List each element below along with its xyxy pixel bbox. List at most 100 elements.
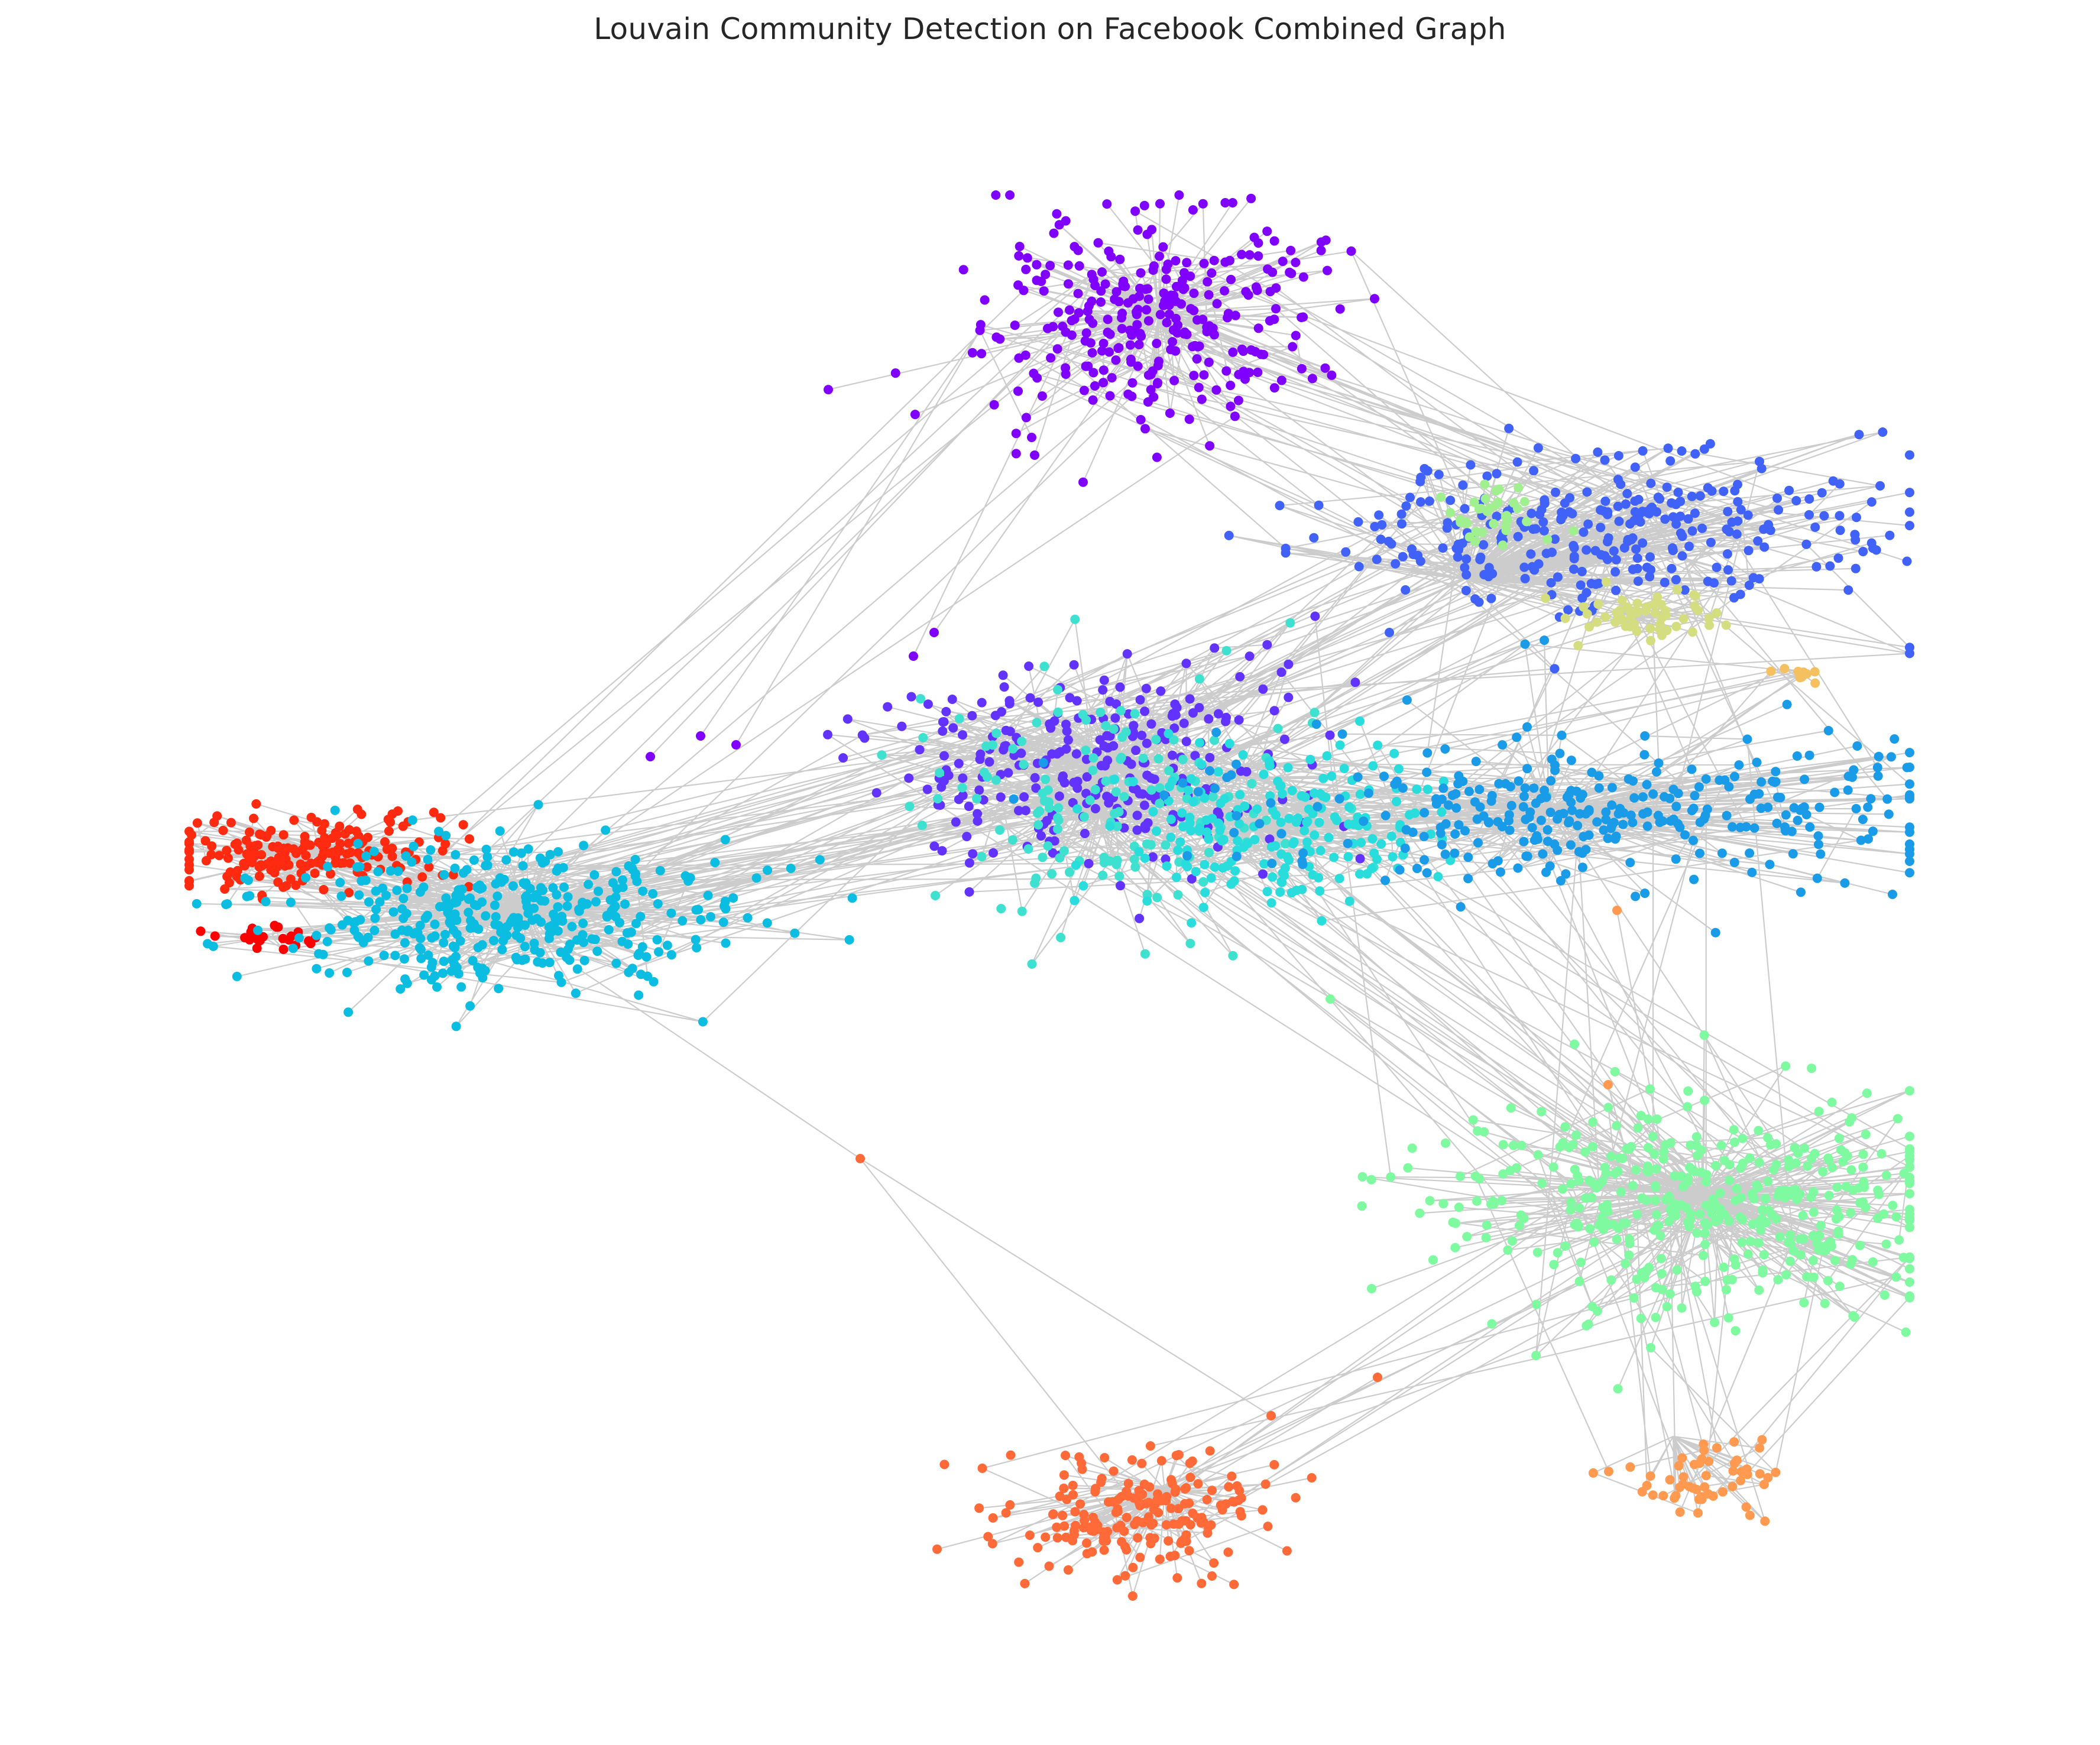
graph-node xyxy=(396,984,406,994)
graph-node xyxy=(1826,1237,1836,1247)
graph-node xyxy=(1717,848,1727,858)
graph-node xyxy=(1723,507,1733,517)
graph-node xyxy=(1230,310,1240,320)
graph-node xyxy=(1771,1467,1781,1477)
graph-node xyxy=(1483,817,1493,827)
graph-node xyxy=(1689,803,1699,813)
graph-node xyxy=(1134,1485,1144,1496)
graph-node xyxy=(1146,385,1156,395)
graph-node xyxy=(1169,375,1179,385)
graph-node xyxy=(1588,1468,1598,1478)
graph-node xyxy=(392,886,402,896)
graph-node xyxy=(1096,1477,1106,1487)
graph-node xyxy=(1522,851,1532,861)
graph-node xyxy=(1233,836,1243,846)
graph-node xyxy=(1386,1172,1396,1182)
graph-node xyxy=(1130,709,1140,719)
graph-node xyxy=(1513,863,1523,873)
graph-node xyxy=(1905,748,1914,758)
graph-node xyxy=(991,332,1002,342)
graph-node xyxy=(477,964,487,974)
graph-node xyxy=(1123,1478,1133,1488)
graph-node xyxy=(1210,783,1220,793)
graph-node xyxy=(1070,1507,1080,1517)
graph-node xyxy=(1087,1547,1097,1557)
graph-node xyxy=(1335,740,1345,750)
graph-node xyxy=(1730,1260,1741,1270)
graph-node xyxy=(1687,764,1697,774)
graph-node xyxy=(1748,573,1758,583)
graph-node xyxy=(1560,1241,1570,1251)
graph-node xyxy=(1412,864,1422,874)
community-red-small xyxy=(196,920,320,954)
graph-node xyxy=(929,628,939,637)
graph-node xyxy=(1729,858,1739,867)
graph-node xyxy=(1030,773,1040,783)
graph-node xyxy=(416,945,426,955)
graph-node xyxy=(1596,523,1606,533)
graph-node xyxy=(1446,495,1456,505)
graph-node xyxy=(1210,735,1219,745)
graph-node xyxy=(508,847,518,857)
graph-node xyxy=(1858,1197,1868,1207)
graph-node xyxy=(1025,693,1035,703)
graph-node xyxy=(1699,1030,1709,1040)
graph-node xyxy=(1675,1483,1685,1492)
graph-node xyxy=(579,841,589,851)
graph-node xyxy=(1905,1086,1914,1096)
graph-node xyxy=(1820,1245,1830,1256)
graph-node xyxy=(1796,887,1806,897)
graph-node xyxy=(1247,779,1257,789)
graph-node xyxy=(1049,716,1059,726)
graph-node xyxy=(1276,375,1286,385)
graph-node xyxy=(464,907,474,917)
graph-node xyxy=(617,936,627,946)
graph-node xyxy=(462,865,472,875)
graph-node xyxy=(1281,839,1290,849)
graph-node xyxy=(184,877,194,886)
graph-node xyxy=(465,834,474,844)
graph-node xyxy=(1129,783,1139,793)
graph-node xyxy=(1593,447,1603,457)
community-blue-top-right xyxy=(1224,423,1914,674)
graph-node xyxy=(1105,391,1115,401)
graph-node xyxy=(1019,792,1029,802)
graph-node xyxy=(1229,828,1239,838)
graph-node xyxy=(844,935,854,945)
graph-node xyxy=(1253,323,1263,333)
graph-node xyxy=(1180,327,1190,337)
graph-node xyxy=(1615,605,1625,615)
graph-node xyxy=(1276,781,1286,791)
graph-node xyxy=(1788,1246,1798,1256)
graph-node xyxy=(1802,1272,1811,1282)
graph-node xyxy=(958,730,967,740)
graph-node xyxy=(1677,551,1687,561)
graph-node xyxy=(451,952,461,962)
graph-node xyxy=(1855,1240,1865,1250)
graph-node xyxy=(1265,316,1275,326)
graph-node xyxy=(1159,790,1169,800)
graph-node xyxy=(1686,1140,1696,1150)
graph-node xyxy=(1877,1149,1887,1159)
graph-node xyxy=(1284,813,1294,823)
graph-node xyxy=(1200,793,1210,803)
graph-node xyxy=(1172,328,1182,338)
graph-node xyxy=(691,905,701,915)
graph-node xyxy=(1757,1435,1767,1445)
graph-node xyxy=(490,900,500,910)
graph-node xyxy=(1542,836,1553,846)
graph-node xyxy=(1695,848,1704,858)
graph-node xyxy=(1143,294,1153,304)
graph-node xyxy=(1505,825,1515,835)
graph-node xyxy=(1684,541,1694,552)
graph-node xyxy=(565,939,575,949)
graph-node xyxy=(232,865,242,875)
graph-node xyxy=(1754,1238,1764,1248)
graph-node xyxy=(390,951,400,961)
graph-node xyxy=(1063,735,1073,745)
graph-node xyxy=(917,820,927,831)
graph-node xyxy=(184,846,194,857)
graph-node xyxy=(1542,534,1553,544)
graph-node xyxy=(1112,1575,1122,1585)
